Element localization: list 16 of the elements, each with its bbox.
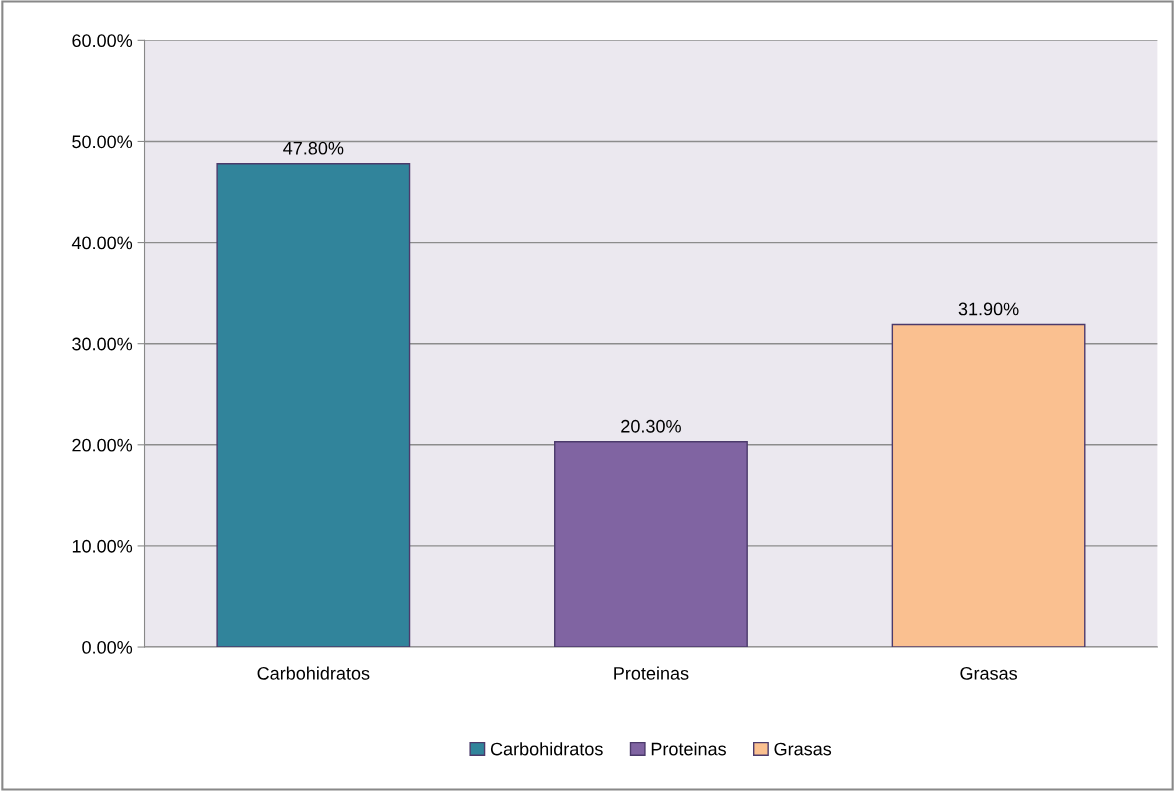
data-label: 31.90%: [958, 302, 1019, 316]
y-tick-label: 50.00%: [72, 135, 133, 149]
data-label: 20.30%: [621, 419, 681, 433]
legend-label: Grasas: [774, 742, 832, 756]
x-tick-label: Carbohidratos: [257, 666, 370, 680]
x-tick-label: Proteinas: [614, 666, 689, 680]
y-tick-label: 0.00%: [82, 640, 133, 654]
data-label: 47.80%: [283, 141, 344, 155]
y-tick-label: 60.00%: [72, 34, 133, 48]
y-tick-label: 10.00%: [72, 539, 133, 553]
y-tick-label: 20.00%: [72, 438, 133, 452]
y-tick-label: 30.00%: [72, 337, 133, 351]
legend-label: Proteinas: [651, 742, 726, 756]
x-tick-label: Grasas: [960, 666, 1018, 680]
y-tick-label: 40.00%: [71, 236, 133, 250]
legend-label: Carbohidratos: [490, 742, 603, 756]
